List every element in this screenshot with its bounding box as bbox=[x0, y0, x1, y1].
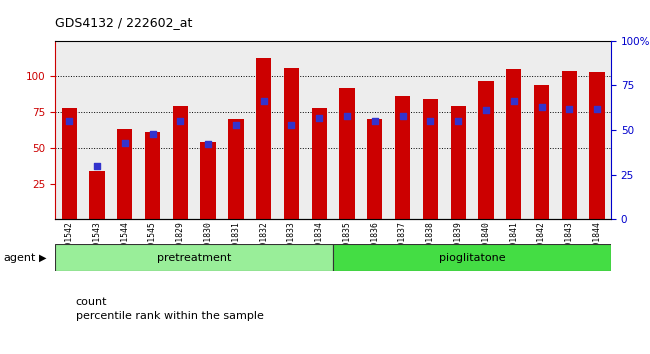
Bar bbox=[590, 72, 605, 219]
Point bbox=[203, 142, 213, 147]
Bar bbox=[222, 41, 250, 219]
Bar bbox=[445, 41, 472, 219]
Bar bbox=[367, 119, 382, 219]
Bar bbox=[333, 41, 361, 219]
Bar bbox=[450, 107, 466, 219]
Bar bbox=[55, 41, 83, 219]
Point bbox=[592, 106, 603, 112]
Point bbox=[314, 115, 324, 120]
Point bbox=[259, 99, 269, 104]
Point bbox=[342, 113, 352, 119]
Bar bbox=[422, 99, 438, 219]
Bar bbox=[395, 97, 410, 219]
Bar bbox=[200, 142, 216, 219]
Bar bbox=[583, 41, 611, 219]
Bar bbox=[534, 85, 549, 219]
Bar bbox=[528, 41, 556, 219]
Bar bbox=[472, 41, 500, 219]
Bar bbox=[173, 107, 188, 219]
Bar bbox=[55, 244, 333, 271]
Text: pioglitatone: pioglitatone bbox=[439, 252, 506, 263]
Text: agent: agent bbox=[3, 253, 36, 263]
Bar bbox=[311, 108, 327, 219]
Point bbox=[564, 106, 575, 112]
Point bbox=[92, 163, 102, 169]
Bar bbox=[361, 41, 389, 219]
Bar bbox=[339, 88, 355, 219]
Bar bbox=[555, 41, 583, 219]
Point bbox=[286, 122, 296, 127]
Point bbox=[481, 108, 491, 113]
Bar bbox=[278, 41, 306, 219]
Bar bbox=[194, 41, 222, 219]
Bar bbox=[500, 41, 528, 219]
Point bbox=[120, 140, 130, 145]
Bar bbox=[506, 69, 521, 219]
Text: count: count bbox=[75, 297, 107, 307]
Point bbox=[231, 122, 241, 127]
Bar bbox=[62, 108, 77, 219]
Bar bbox=[306, 41, 333, 219]
Point bbox=[175, 118, 185, 124]
Point bbox=[425, 118, 436, 124]
Bar bbox=[417, 41, 445, 219]
Bar bbox=[89, 171, 105, 219]
Bar bbox=[562, 71, 577, 219]
Bar bbox=[250, 41, 278, 219]
Bar bbox=[284, 68, 299, 219]
Point bbox=[397, 113, 408, 119]
Bar bbox=[478, 81, 493, 219]
Bar bbox=[111, 41, 138, 219]
Bar bbox=[389, 41, 417, 219]
Bar bbox=[166, 41, 194, 219]
Bar bbox=[256, 58, 271, 219]
Text: percentile rank within the sample: percentile rank within the sample bbox=[75, 311, 263, 321]
Point bbox=[148, 131, 158, 137]
Bar bbox=[138, 41, 166, 219]
Bar bbox=[333, 244, 611, 271]
Bar bbox=[145, 132, 160, 219]
Point bbox=[370, 118, 380, 124]
Point bbox=[508, 99, 519, 104]
Bar bbox=[83, 41, 111, 219]
Bar bbox=[117, 129, 133, 219]
Text: ▶: ▶ bbox=[39, 253, 47, 263]
Bar bbox=[228, 119, 244, 219]
Text: GDS4132 / 222602_at: GDS4132 / 222602_at bbox=[55, 16, 192, 29]
Point bbox=[64, 118, 74, 124]
Text: pretreatment: pretreatment bbox=[157, 252, 231, 263]
Point bbox=[536, 104, 547, 110]
Point bbox=[453, 118, 463, 124]
